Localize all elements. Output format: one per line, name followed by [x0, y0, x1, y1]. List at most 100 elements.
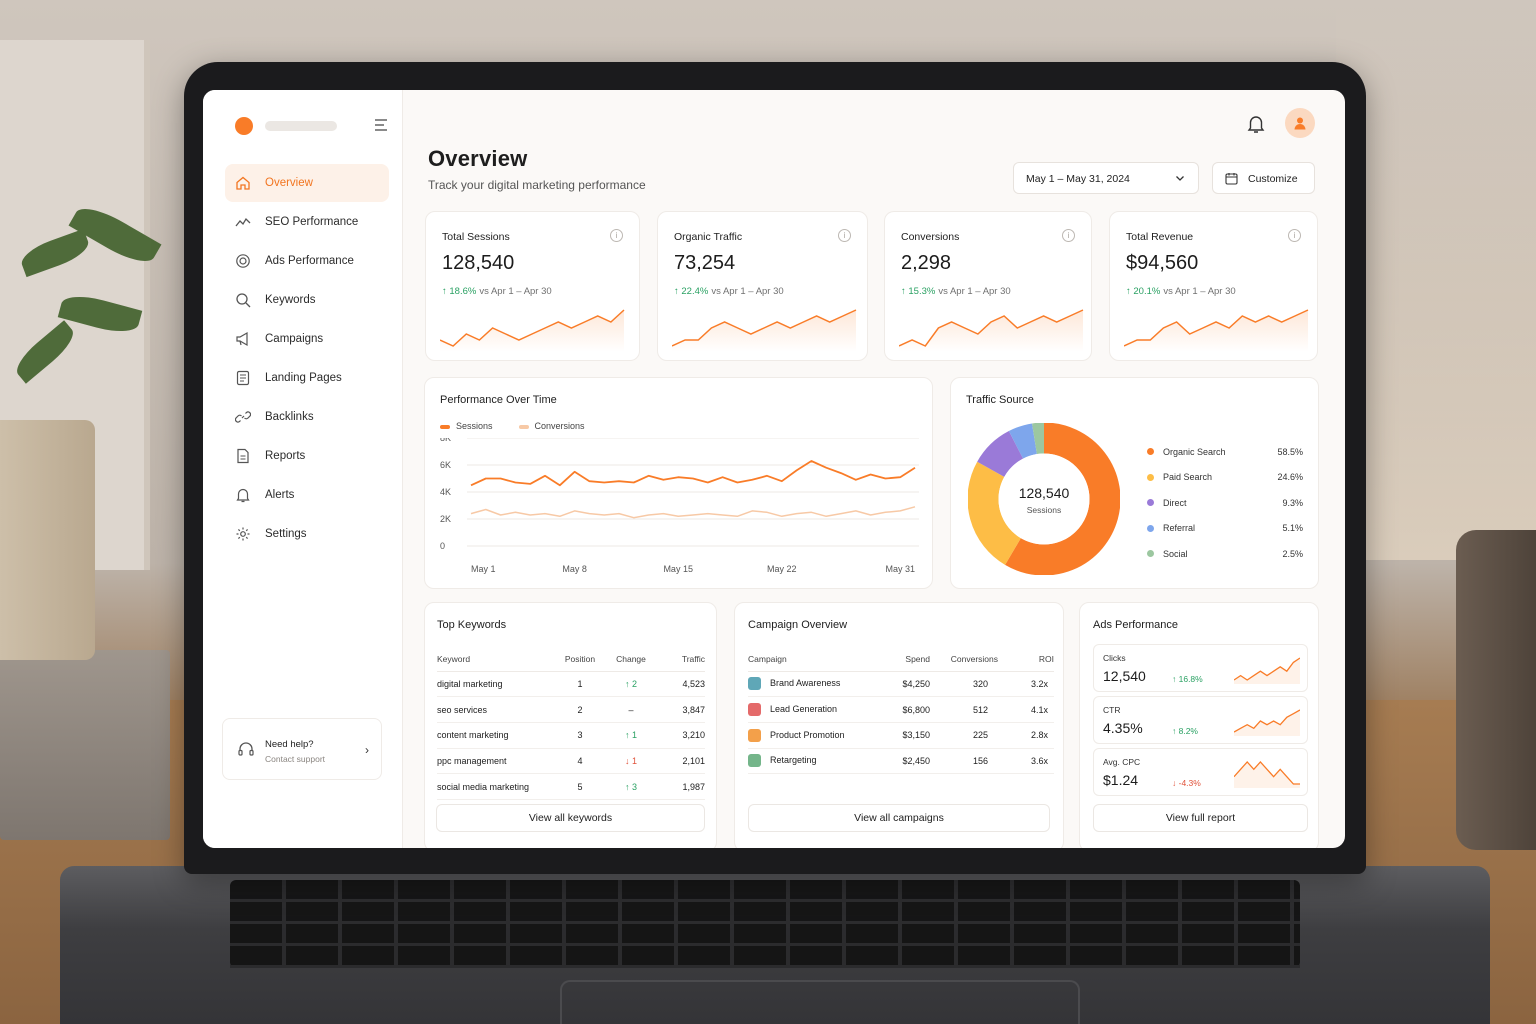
- spend-cell: $3,150: [876, 722, 930, 749]
- column-header[interactable]: ROI: [998, 647, 1054, 672]
- legend-item[interactable]: Paid Search 24.6%: [1147, 465, 1303, 491]
- conversions-cell: 156: [930, 748, 998, 775]
- sidebar-item-backlinks[interactable]: Backlinks: [225, 398, 389, 436]
- view-full-report-button[interactable]: View full report: [1093, 804, 1308, 832]
- avatar[interactable]: [1285, 108, 1315, 138]
- column-header[interactable]: Position: [555, 647, 605, 672]
- gear-icon: [235, 526, 251, 542]
- campaign-cell: Retargeting: [748, 748, 876, 775]
- y-tick-label: 6K: [440, 460, 451, 470]
- plant-pot: [0, 420, 95, 660]
- traffic-cell: 3,210: [657, 722, 705, 749]
- legend-item-conversions[interactable]: Conversions: [518, 421, 585, 431]
- card-title: Campaign Overview: [748, 619, 848, 631]
- donut-slice-organic-search: [1005, 423, 1120, 575]
- sidebar-item-label: Ads Performance: [265, 255, 354, 267]
- kpi-value: 73,254: [674, 252, 736, 274]
- campaign-icon: [748, 703, 761, 717]
- legend-item[interactable]: Referral 5.1%: [1147, 516, 1303, 542]
- legend-item-sessions[interactable]: Sessions: [440, 421, 493, 431]
- top-keywords-card: Top Keywords Keyword Position Change Tra…: [424, 602, 717, 848]
- info-icon[interactable]: i: [1288, 229, 1301, 242]
- metric-sparkline: [1234, 761, 1300, 788]
- sidebar-item-keywords[interactable]: Keywords: [225, 281, 389, 319]
- sidebar-item-alerts[interactable]: Alerts: [225, 476, 389, 514]
- table-row[interactable]: Product Promotion $3,150 225 2.8x: [748, 722, 1054, 749]
- kpi-delta-compare: vs Apr 1 – Apr 30: [711, 286, 784, 297]
- column-header[interactable]: Campaign: [748, 647, 876, 672]
- legend-item[interactable]: Direct 9.3%: [1147, 490, 1303, 516]
- table-row[interactable]: Lead Generation $6,800 512 4.1x: [748, 696, 1054, 723]
- chevron-down-icon: [1176, 176, 1184, 181]
- headset-icon: [238, 742, 254, 756]
- table-row[interactable]: social media marketing 5 ↑ 3 1,987: [437, 773, 705, 800]
- date-range-select[interactable]: May 1 – May 31, 2024: [1013, 162, 1199, 194]
- sidebar-item-seo-performance[interactable]: SEO Performance: [225, 203, 389, 241]
- info-icon[interactable]: i: [838, 229, 851, 242]
- column-header[interactable]: Keyword: [437, 647, 555, 672]
- trend-icon: [235, 214, 251, 230]
- donut-slice-direct: [977, 431, 1024, 478]
- x-tick-label: May 1: [471, 564, 496, 574]
- info-icon[interactable]: i: [1062, 229, 1075, 242]
- target-icon: [235, 253, 251, 269]
- view-all-keywords-button[interactable]: View all keywords: [436, 804, 705, 832]
- sidebar-item-reports[interactable]: Reports: [225, 437, 389, 475]
- help-subtitle: Contact support: [265, 754, 326, 764]
- legend-label: Paid Search: [1163, 472, 1213, 483]
- column-header[interactable]: Traffic: [657, 647, 705, 672]
- kpi-delta: ↑ 18.6% vs Apr 1 – Apr 30: [442, 286, 552, 297]
- sidebar-item-label: Campaigns: [265, 333, 324, 345]
- column-header[interactable]: Conversions: [930, 647, 998, 672]
- menu-icon[interactable]: [374, 118, 388, 132]
- column-header[interactable]: Change: [605, 647, 657, 672]
- legend-swatch: [1147, 524, 1154, 532]
- y-tick-label: 0: [440, 541, 445, 551]
- kpi-value: 128,540: [442, 252, 515, 274]
- keywords-table: Keyword Position Change Traffic digital …: [437, 647, 705, 800]
- view-all-campaigns-button[interactable]: View all campaigns: [748, 804, 1050, 832]
- ads-metric-avg-cpc[interactable]: Avg. CPC $1.24 ↓ -4.3%: [1093, 748, 1308, 796]
- help-card[interactable]: Need help? Contact support ›: [222, 718, 382, 780]
- performance-card: Performance Over Time Sessions Conversio…: [424, 377, 933, 589]
- sidebar-nav: Overview SEO Performance Ads Performance…: [225, 164, 389, 554]
- customize-button[interactable]: Customize: [1212, 162, 1315, 194]
- metric-delta: ↓ -4.3%: [1172, 778, 1201, 788]
- campaign-cell: Brand Awareness: [748, 671, 876, 698]
- campaigns-table: Campaign Spend Conversions ROI Brand Awa…: [748, 647, 1054, 775]
- info-icon[interactable]: i: [610, 229, 623, 242]
- table-row[interactable]: Brand Awareness $4,250 320 3.2x: [748, 671, 1054, 698]
- sparkline-area: [1234, 710, 1300, 736]
- table-row[interactable]: content marketing 3 ↑ 1 3,210: [437, 722, 705, 749]
- sidebar-item-settings[interactable]: Settings: [225, 515, 389, 553]
- roi-cell: 3.2x: [998, 671, 1054, 698]
- position-cell: 5: [555, 773, 605, 800]
- sidebar-item-overview[interactable]: Overview: [225, 164, 389, 202]
- ads-metric-ctr[interactable]: CTR 4.35% ↑ 8.2%: [1093, 696, 1308, 744]
- sidebar-item-ads-performance[interactable]: Ads Performance: [225, 242, 389, 280]
- legend-item[interactable]: Social 2.5%: [1147, 541, 1303, 567]
- trackpad: [560, 980, 1080, 1024]
- table-row[interactable]: ppc management 4 ↓ 1 2,101: [437, 748, 705, 775]
- keyword-cell: seo services: [437, 696, 555, 723]
- ads-metric-clicks[interactable]: Clicks 12,540 ↑ 16.8%: [1093, 644, 1308, 692]
- calendar-icon: [1225, 173, 1238, 185]
- kpi-delta-value: 20.1%: [1133, 286, 1161, 297]
- y-tick-label: 8K: [440, 438, 451, 443]
- search-icon: [235, 292, 251, 308]
- campaign-name: Retargeting: [770, 755, 817, 766]
- table-row[interactable]: digital marketing 1 ↑ 2 4,523: [437, 671, 705, 698]
- sparkline-line: [1234, 657, 1300, 681]
- sidebar-item-campaigns[interactable]: Campaigns: [225, 320, 389, 358]
- sidebar-item-landing-pages[interactable]: Landing Pages: [225, 359, 389, 397]
- table-row[interactable]: Retargeting $2,450 156 3.6x: [748, 748, 1054, 775]
- legend-item[interactable]: Organic Search 58.5%: [1147, 439, 1303, 465]
- table-row[interactable]: seo services 2–3,847: [437, 696, 705, 723]
- kpi-card-total-sessions: Total Sessions i 128,540 ↑ 18.6% vs Apr 1…: [425, 211, 640, 361]
- notification-bell-icon[interactable]: [1247, 114, 1265, 134]
- sidebar-item-label: Reports: [265, 450, 306, 462]
- position-cell: 3: [555, 722, 605, 749]
- change-cell: –: [605, 696, 657, 723]
- kpi-delta: ↑ 20.1% vs Apr 1 – Apr 30: [1126, 286, 1236, 297]
- column-header[interactable]: Spend: [876, 647, 930, 672]
